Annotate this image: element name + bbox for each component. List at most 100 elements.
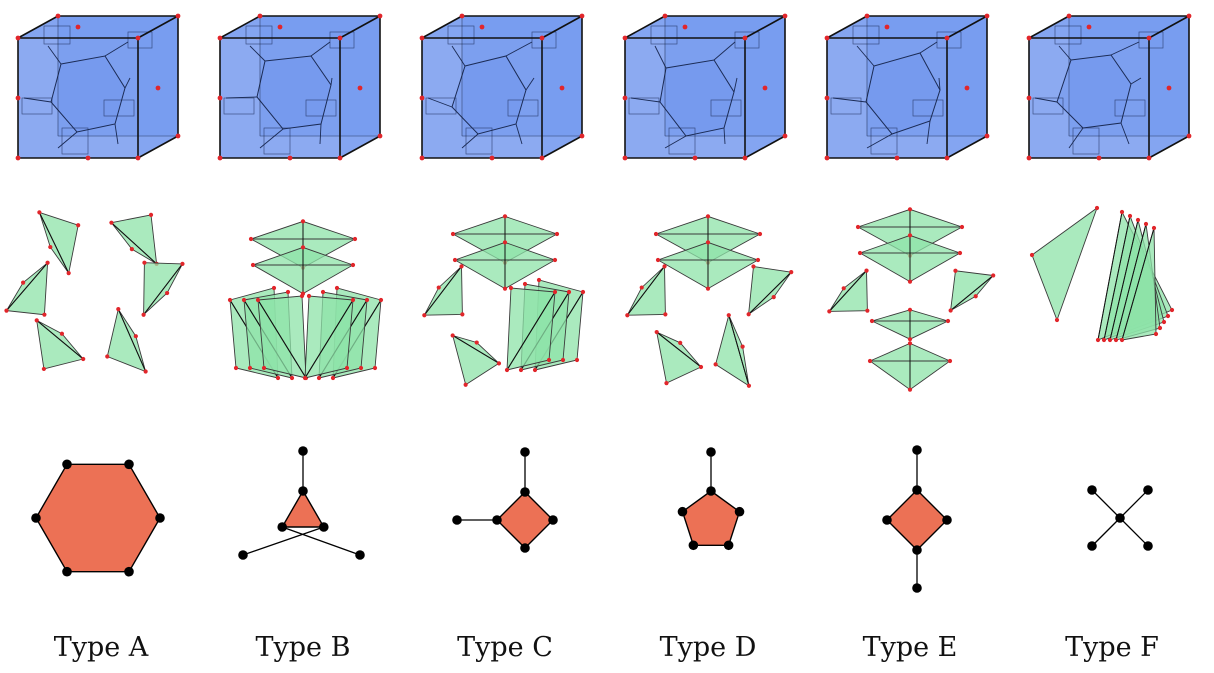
simplex-vertex xyxy=(1119,337,1125,343)
cube-inner-edge xyxy=(124,77,131,89)
simplex-edge xyxy=(38,212,70,274)
graph-node xyxy=(520,447,530,457)
cube-sub-cell xyxy=(1114,99,1146,117)
cube-vertex xyxy=(377,13,383,19)
cube-inner-edge xyxy=(47,45,62,65)
cube-vertex xyxy=(85,155,91,161)
simplex-vertex xyxy=(907,387,913,392)
simplex-vertex xyxy=(907,207,913,212)
cube-sub-cell xyxy=(305,99,337,117)
simplex-vertex xyxy=(746,312,751,317)
graph-f xyxy=(1087,485,1153,551)
cube-inner-edge xyxy=(515,123,523,145)
simplex-vertex xyxy=(953,268,958,273)
simplex-vertex xyxy=(973,294,978,299)
cube-vertex xyxy=(1096,155,1102,161)
simplex-vertex xyxy=(751,264,756,269)
graph-node xyxy=(31,513,41,523)
cube-inner-edge xyxy=(525,77,535,91)
simplex-vertex xyxy=(247,365,253,371)
cube-inner-edge xyxy=(630,97,661,103)
simplex-vertex xyxy=(789,270,794,275)
simplex-vertex xyxy=(1143,221,1149,227)
cube-vertex xyxy=(357,85,363,91)
simplex-vertex xyxy=(378,297,384,303)
cube-inner-edge xyxy=(919,41,938,54)
cube-inner-edge xyxy=(461,133,479,149)
simplex-vertex xyxy=(81,356,86,362)
graph-node xyxy=(548,515,558,525)
cube-sub-cell xyxy=(1138,31,1164,49)
simplex-vertex xyxy=(275,375,281,381)
simplex-face xyxy=(36,319,85,370)
graph-edge xyxy=(1091,489,1121,519)
cube-edge xyxy=(946,135,988,159)
graph-node xyxy=(677,506,688,517)
simplex-edge xyxy=(748,271,792,315)
simplex-vertex xyxy=(1135,217,1141,223)
cube-edge xyxy=(826,15,868,39)
simplex-vertex xyxy=(436,285,441,290)
graph-face xyxy=(681,490,741,546)
simplex-vertex xyxy=(344,365,350,371)
cube-vertex xyxy=(782,13,788,19)
label-type-e: Type E xyxy=(862,632,958,663)
cube-vertex xyxy=(984,13,990,19)
simplex-vertex xyxy=(713,362,718,367)
label-type-f: Type F xyxy=(1065,632,1159,663)
graph-node xyxy=(1087,485,1097,495)
simplex-vertex xyxy=(302,375,308,381)
simplex-edge xyxy=(143,263,183,316)
cube-sub-cell xyxy=(103,99,135,117)
cube-vertex xyxy=(1026,35,1032,41)
simplex-vertex xyxy=(857,250,863,256)
graph-node xyxy=(706,447,716,457)
simplex-vertex xyxy=(726,313,731,318)
simplex-vertex xyxy=(945,318,951,324)
graph-node xyxy=(155,513,165,523)
graph-node xyxy=(124,459,134,470)
simplex-vertex xyxy=(907,233,913,238)
cube-sub-cell xyxy=(21,97,53,115)
cube-vertex xyxy=(824,95,830,101)
simplex-vertex xyxy=(261,365,267,371)
cube-inner-edge xyxy=(1130,77,1142,85)
simplex-vertex xyxy=(165,290,170,296)
cube-sub-cell xyxy=(447,25,475,45)
cube-inner-edge xyxy=(664,135,687,149)
cube-vertex xyxy=(1026,95,1032,101)
simplex-vertex xyxy=(350,262,356,268)
simplex-vertex xyxy=(554,231,560,237)
cube-vertex xyxy=(944,35,950,41)
cube-inner-edge xyxy=(451,45,466,67)
simplex-vertex xyxy=(827,309,832,314)
simplex-vertex xyxy=(48,244,53,250)
cube-vertex xyxy=(1066,13,1072,19)
cube-vertex xyxy=(175,13,181,19)
cube-e xyxy=(824,13,990,161)
simplex-vertex xyxy=(504,367,510,373)
cube-inner-edge xyxy=(1034,97,1058,103)
simplex-vertex xyxy=(653,231,659,237)
simplex-vertex xyxy=(566,289,572,295)
graph-node xyxy=(452,515,462,525)
simplex-vertex xyxy=(639,285,644,290)
cube-inner-edge xyxy=(310,41,331,57)
cube-inner-edge xyxy=(733,77,738,93)
simplex-edge xyxy=(117,308,147,372)
simplex-edge xyxy=(828,270,867,312)
simplex-vertex xyxy=(502,286,508,291)
cube-sub-cell xyxy=(1032,97,1064,115)
cube-inner-edge xyxy=(505,41,533,57)
simplex-vertex xyxy=(698,364,704,370)
cube-edge xyxy=(624,15,666,39)
graph-face xyxy=(280,489,326,528)
cube-vertex xyxy=(1026,155,1032,161)
simplex-vertex xyxy=(705,240,711,245)
cube-vertex xyxy=(682,24,688,30)
graph-a xyxy=(31,459,165,577)
cube-vertex xyxy=(15,95,21,101)
simplex-vertex xyxy=(1161,319,1167,325)
cube-vertex xyxy=(964,85,970,91)
simplex-vertex xyxy=(233,365,239,371)
